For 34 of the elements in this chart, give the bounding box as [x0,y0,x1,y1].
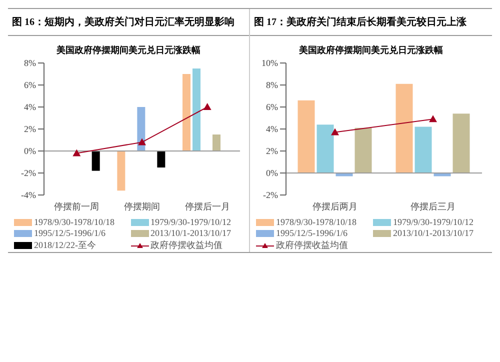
legend-label: 1978/9/30-1978/10/18 [276,217,356,227]
y-tick-label: -4% [21,190,36,200]
legend-label: 1995/12/5-1996/1/6 [34,228,106,238]
y-tick-label: 2% [24,124,36,134]
chart-title: 图 17：美政府关门结束后长期看美元较日元上涨 [250,9,492,36]
chart-subtitle: 美国政府停摆期间美元兑日元涨跌幅 [298,44,444,57]
legend-label: 政府停摆收益均值 [150,239,222,252]
y-tick-label: -2% [21,168,36,178]
y-tick-label: 0% [266,168,278,178]
legend-label: 政府停摆收益均值 [276,239,348,252]
x-tick-label: 停摆后三月 [410,201,456,212]
chart-title: 图 16：短期内，美政府关门对日元汇率无明显影响 [8,9,249,36]
x-tick-label: 停摆后两月 [312,201,358,212]
legend-label: 2013/10/1-2013/10/17 [150,228,231,238]
y-tick-label: 4% [24,102,36,112]
legend-label: 2013/10/1-2013/10/17 [393,228,474,238]
x-tick-label: 停摆期间 [124,201,160,212]
legend-label: 2018/12/22-至今 [34,239,96,252]
legend-label: 1979/9/30-1979/10/12 [150,217,231,227]
y-tick-label: 8% [266,80,278,90]
y-tick-label: 8% [24,58,36,68]
legend-label: 1978/9/30-1978/10/18 [34,217,114,227]
x-tick-label: 停摆前一周 [54,201,100,212]
y-tick-label: 4% [266,124,278,134]
y-tick-label: 6% [24,80,36,90]
y-tick-label: 10% [262,58,278,68]
x-tick-label: 停摆后一月 [184,201,230,212]
y-tick-label: 0% [24,146,36,156]
legend-label: 1979/9/30-1979/10/12 [393,217,474,227]
chart-subtitle: 美国政府停摆期间美元兑日元涨跌幅 [56,44,202,57]
legend-label: 1995/12/5-1996/1/6 [276,228,348,238]
y-tick-label: 6% [266,102,278,112]
y-tick-label: 2% [266,146,278,156]
y-tick-label: -2% [263,190,278,200]
